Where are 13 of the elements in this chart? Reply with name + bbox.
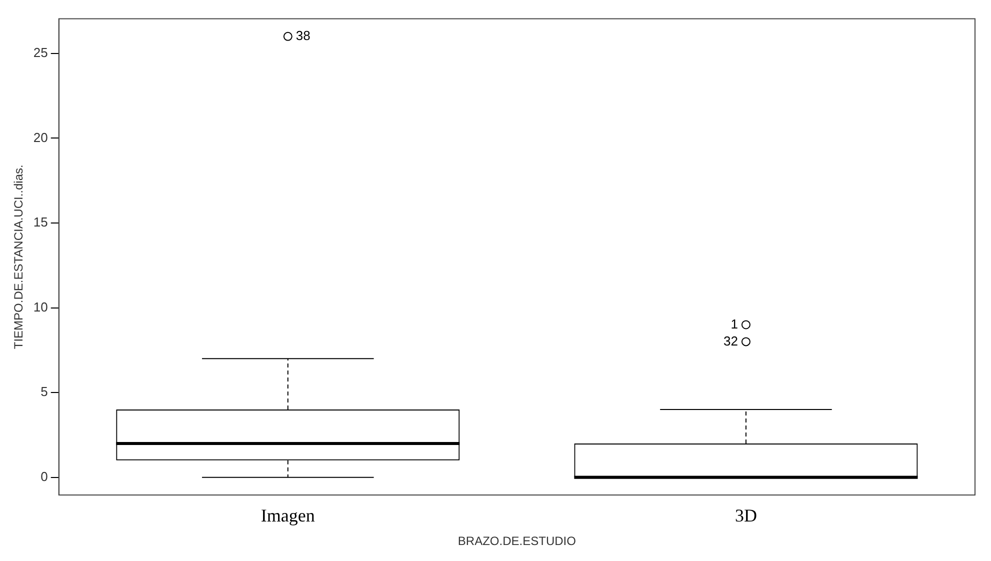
y-tick-label: 5: [40, 384, 48, 400]
y-tick-label: 20: [33, 130, 48, 145]
y-tick-label: 10: [33, 299, 48, 314]
annotation: 1: [730, 316, 738, 332]
x-axis-title: BRAZO.DE.ESTUDIO: [458, 534, 576, 548]
x-tick-label: 3D: [734, 506, 757, 526]
y-tick-label: 15: [33, 214, 48, 230]
y-tick-label: 0: [40, 468, 48, 484]
y-axis-title: TIEMPO.DE.ESTANCIA.UCI..dias.: [12, 164, 26, 350]
y-tick-label: 25: [33, 44, 48, 60]
x-tick-label: Imagen: [260, 506, 315, 526]
annotation: 32: [723, 333, 738, 348]
annotation: 38: [296, 28, 310, 44]
